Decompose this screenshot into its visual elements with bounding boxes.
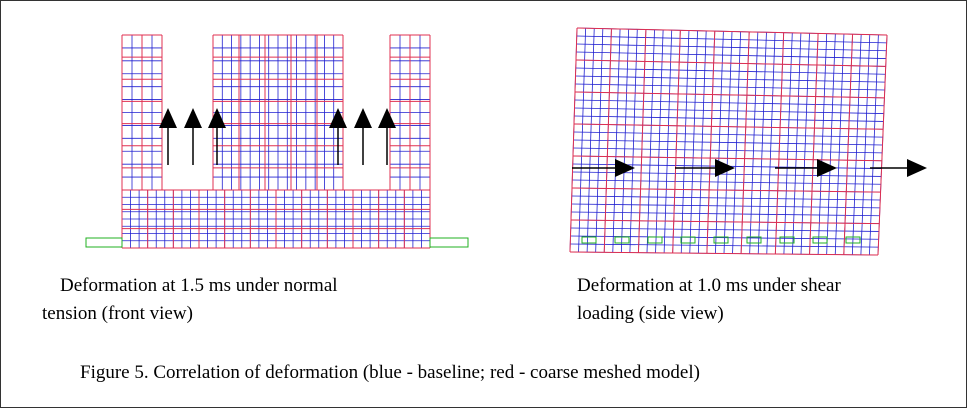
left-caption-line: Deformation at 1.5 ms under normal [60, 275, 338, 296]
fixture [713, 236, 729, 244]
arrow-head [817, 159, 837, 177]
mesh-line [572, 155, 882, 162]
fixture [845, 236, 861, 244]
mesh-line [576, 51, 887, 59]
mesh-line [570, 243, 879, 248]
mesh-line [575, 83, 885, 91]
fixture [647, 236, 663, 244]
mesh-line [571, 195, 881, 201]
right-caption-line: Deformation at 1.0 ms under shear [577, 275, 841, 296]
mesh-line [575, 67, 886, 75]
mesh-line [570, 227, 879, 232]
mesh-line [576, 43, 887, 52]
mesh-line [570, 219, 880, 225]
mesh-line [573, 131, 883, 138]
mesh-line [574, 99, 885, 107]
right-caption-line: loading (side view) [577, 303, 724, 324]
fixture [812, 236, 828, 244]
fixture [680, 236, 696, 244]
fixture [779, 236, 795, 244]
left-caption-line: tension (front view) [42, 303, 193, 324]
fixture [614, 236, 630, 244]
mesh-line [571, 203, 880, 209]
mesh-line [603, 28, 612, 253]
fixture [85, 237, 123, 248]
fixture [746, 236, 762, 244]
arrow-head [378, 108, 396, 128]
fixture [429, 237, 469, 248]
mesh-line [574, 91, 885, 99]
mesh-line [569, 27, 578, 253]
arrow-head [907, 159, 927, 177]
arrow-head [715, 159, 735, 177]
mesh-line [574, 107, 884, 114]
mesh-line [877, 34, 888, 256]
mesh-line [569, 251, 879, 256]
mesh-line [843, 34, 854, 255]
mesh-line [573, 139, 883, 146]
mesh-line [575, 75, 886, 83]
mesh-line [573, 147, 883, 154]
arrow-head [208, 108, 226, 128]
mesh-line [571, 187, 881, 193]
arrow-head [184, 108, 202, 128]
arrow-head [329, 108, 347, 128]
mesh-line [637, 29, 647, 253]
mesh-line [706, 31, 716, 254]
mesh-line [574, 115, 884, 122]
figure-caption: Figure 5. Correlation of deformation (bl… [80, 362, 700, 383]
mesh-line [571, 211, 880, 217]
arrow-head [615, 159, 635, 177]
mesh-line [809, 33, 819, 255]
mesh-line [672, 30, 681, 254]
mesh-line [740, 31, 750, 254]
mesh-line [572, 179, 881, 185]
arrow-head [159, 108, 177, 128]
arrow-head [354, 108, 372, 128]
mesh-line [576, 27, 888, 36]
mesh-line [573, 123, 884, 130]
fixture [581, 236, 597, 244]
mesh-line [774, 32, 785, 255]
mesh-line [576, 35, 887, 44]
mesh-line [575, 59, 886, 67]
mesh-images [85, 27, 927, 256]
